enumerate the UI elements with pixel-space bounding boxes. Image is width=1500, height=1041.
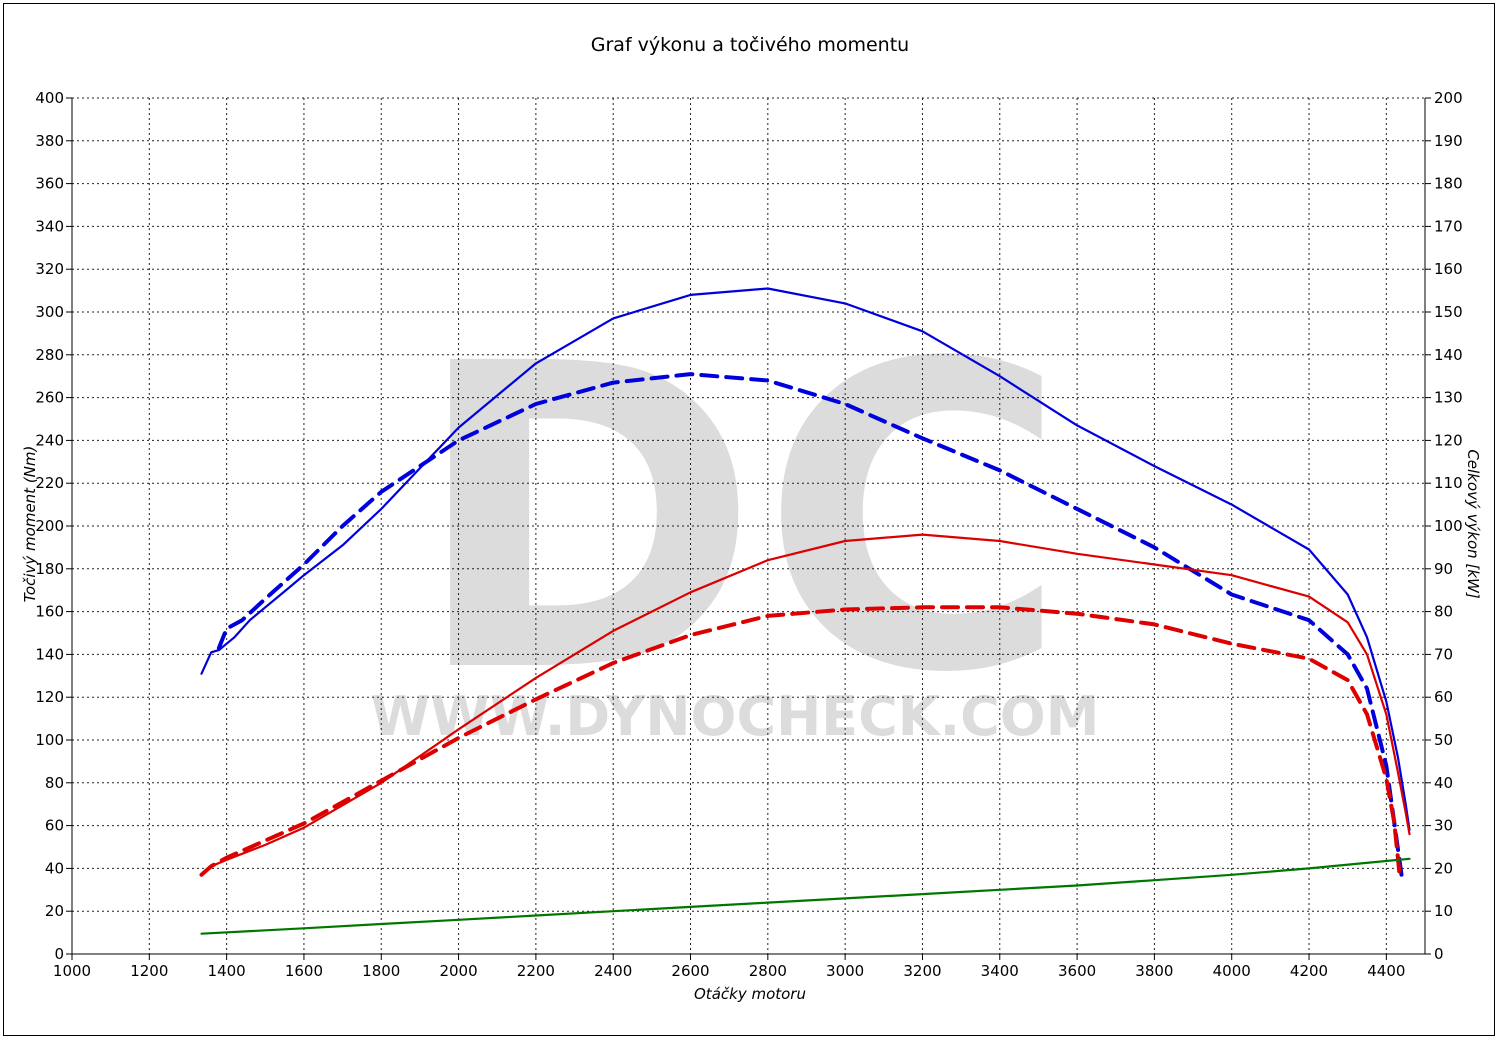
- series-line-2: [216, 372, 1404, 879]
- y2-tick-label: 50: [1434, 731, 1453, 749]
- y-tick-label: 180: [35, 560, 64, 578]
- y2-tick-label: 80: [1434, 603, 1453, 621]
- x-tick-label: 1200: [130, 962, 168, 980]
- y2-tick-label: 30: [1434, 817, 1453, 835]
- y2-tick-label: 10: [1434, 902, 1453, 920]
- y2-tick-label: 180: [1434, 175, 1463, 193]
- y-tick-label: 280: [35, 346, 64, 364]
- x-tick-label: 4400: [1367, 962, 1405, 980]
- y-tick-label: 40: [45, 859, 64, 877]
- y2-tick-label: 200: [1434, 89, 1463, 107]
- x-tick-label: 4200: [1290, 962, 1328, 980]
- x-tick-label: 1800: [362, 962, 400, 980]
- y-tick-label: 300: [35, 303, 64, 321]
- x-tick-label: 2400: [594, 962, 632, 980]
- x-tick-label: 1600: [285, 962, 323, 980]
- watermark-text: WWW.DYNOCHECK.COM: [371, 685, 1100, 748]
- series-line-3: [200, 533, 1411, 876]
- x-tick-label: 3000: [826, 962, 864, 980]
- y-tick-label: 140: [35, 645, 64, 663]
- y-tick-label: 20: [45, 902, 64, 920]
- x-tick-label: 2600: [671, 962, 709, 980]
- x-tick-label: 3400: [981, 962, 1019, 980]
- y-tick-label: 200: [35, 517, 64, 535]
- y2-tick-label: 100: [1434, 517, 1463, 535]
- y-tick-label: 220: [35, 474, 64, 492]
- watermark: DC WWW.DYNOCHECK.COM: [371, 276, 1100, 765]
- y-tick-label: 260: [35, 389, 64, 407]
- y2-tick-label: 150: [1434, 303, 1463, 321]
- axes: 1000 1200 1400 1600 1800 2000 2200 2400 2600 2800…: [35, 89, 1462, 980]
- y2-tick-label: 60: [1434, 688, 1453, 706]
- watermark-logo: DC: [412, 276, 1069, 765]
- y-tick-label: 60: [45, 817, 64, 835]
- y2-tick-label: 0: [1434, 945, 1444, 963]
- y-tick-label: 100: [35, 731, 64, 749]
- y2-tick-label: 140: [1434, 346, 1463, 364]
- x-tick-label: 2200: [517, 962, 555, 980]
- y2-tick-label: 190: [1434, 132, 1463, 150]
- y2-tick-label: 90: [1434, 560, 1453, 578]
- x-axis-label: Otáčky motoru: [694, 985, 806, 1003]
- x-tick-label: 2800: [749, 962, 787, 980]
- series-line-4: [199, 605, 1402, 882]
- y-tick-label: 320: [35, 260, 64, 278]
- y2-tick-label: 120: [1434, 431, 1463, 449]
- y-tick-label: 240: [35, 431, 64, 449]
- y-tick-label: 400: [35, 89, 64, 107]
- y-tick-label: 160: [35, 603, 64, 621]
- chart-frame: [3, 3, 1495, 1036]
- series-line-1: [200, 287, 1411, 832]
- x-tick-label: 3600: [1058, 962, 1096, 980]
- x-tick-label: 1000: [53, 962, 91, 980]
- y-tick-label: 340: [35, 217, 64, 235]
- chart-title: Graf výkonu a točivého momentu: [590, 34, 910, 56]
- x-tick-label: 4000: [1213, 962, 1251, 980]
- y-tick-label: 0: [54, 945, 64, 963]
- y2-tick-label: 130: [1434, 389, 1463, 407]
- y-tick-label: 380: [35, 132, 64, 150]
- x-tick-label: 1400: [208, 962, 246, 980]
- y2-tick-label: 160: [1434, 260, 1463, 278]
- y2-tick-label: 20: [1434, 859, 1453, 877]
- x-tick-label: 3800: [1135, 962, 1173, 980]
- y-tick-label: 120: [35, 688, 64, 706]
- y2-tick-label: 70: [1434, 645, 1453, 663]
- y2-tick-label: 110: [1434, 474, 1463, 492]
- y-tick-label: 80: [45, 774, 64, 792]
- series-group: [199, 287, 1411, 935]
- series-line-5: [200, 857, 1411, 935]
- x-tick-label: 3200: [903, 962, 941, 980]
- grid: [72, 97, 1425, 954]
- y2-tick-label: 170: [1434, 217, 1463, 235]
- y-tick-label: 360: [35, 175, 64, 193]
- x-tick-label: 2000: [439, 962, 477, 980]
- y2-tick-label: 40: [1434, 774, 1453, 792]
